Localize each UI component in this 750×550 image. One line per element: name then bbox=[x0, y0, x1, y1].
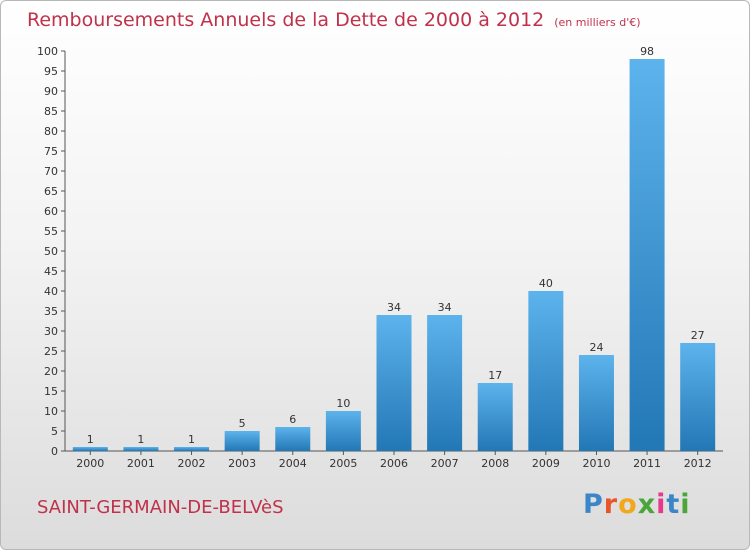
y-tick-label: 85 bbox=[44, 105, 58, 118]
proxiti-logo: Proxiti bbox=[583, 489, 691, 520]
chart-title: Remboursements Annuels de la Dette de 20… bbox=[27, 9, 641, 31]
x-tick-label: 2008 bbox=[481, 457, 509, 470]
bar-value-label: 98 bbox=[640, 45, 654, 58]
bar-2000 bbox=[72, 447, 108, 451]
bar-2002 bbox=[174, 447, 210, 451]
x-tick-label: 2009 bbox=[532, 457, 560, 470]
x-tick-label: 2002 bbox=[178, 457, 206, 470]
bar-value-label: 1 bbox=[188, 433, 195, 446]
y-tick-label: 95 bbox=[44, 65, 58, 78]
x-tick-label: 2004 bbox=[279, 457, 307, 470]
bar-2008 bbox=[477, 383, 513, 451]
bar-value-label: 5 bbox=[239, 417, 246, 430]
x-tick-label: 2001 bbox=[127, 457, 155, 470]
y-tick-label: 55 bbox=[44, 225, 58, 238]
y-tick-label: 60 bbox=[44, 205, 58, 218]
bar-value-label: 34 bbox=[438, 301, 452, 314]
y-tick-label: 5 bbox=[51, 425, 58, 438]
y-tick-label: 10 bbox=[44, 405, 58, 418]
bar-2004 bbox=[275, 427, 311, 451]
bar-value-label: 1 bbox=[87, 433, 94, 446]
bar-value-label: 40 bbox=[539, 277, 553, 290]
y-tick-label: 65 bbox=[44, 185, 58, 198]
x-tick-label: 2000 bbox=[76, 457, 104, 470]
y-tick-label: 40 bbox=[44, 285, 58, 298]
logo-letter: i bbox=[680, 489, 691, 520]
bar-value-label: 6 bbox=[289, 413, 296, 426]
bar-2009 bbox=[528, 291, 564, 451]
x-tick-label: 2012 bbox=[684, 457, 712, 470]
bar-2005 bbox=[325, 411, 361, 451]
x-tick-label: 2010 bbox=[582, 457, 610, 470]
bar-value-label: 34 bbox=[387, 301, 401, 314]
chart-title-unit: (en milliers d'€) bbox=[554, 16, 641, 29]
logo-letter: t bbox=[666, 489, 681, 520]
logo-letter: i bbox=[656, 489, 667, 520]
y-tick-label: 25 bbox=[44, 345, 58, 358]
y-tick-label: 20 bbox=[44, 365, 58, 378]
bar-2001 bbox=[123, 447, 159, 451]
bar-2010 bbox=[578, 355, 614, 451]
bar-value-label: 17 bbox=[488, 369, 502, 382]
y-tick-label: 30 bbox=[44, 325, 58, 338]
bar-2007 bbox=[427, 315, 463, 451]
y-tick-label: 75 bbox=[44, 145, 58, 158]
y-tick-label: 45 bbox=[44, 265, 58, 278]
bar-value-label: 24 bbox=[589, 341, 603, 354]
y-tick-label: 100 bbox=[37, 45, 58, 58]
place-name: SAINT-GERMAIN-DE-BELVèS bbox=[37, 497, 284, 518]
logo-letter: o bbox=[618, 489, 638, 520]
logo-letter: x bbox=[637, 489, 657, 520]
logo-letter: P bbox=[583, 489, 604, 520]
y-tick-label: 50 bbox=[44, 245, 58, 258]
bar-2003 bbox=[224, 431, 260, 451]
x-tick-label: 2003 bbox=[228, 457, 256, 470]
y-tick-label: 0 bbox=[51, 445, 58, 458]
bar-value-label: 27 bbox=[691, 329, 705, 342]
bar-value-label: 10 bbox=[336, 397, 350, 410]
y-tick-label: 70 bbox=[44, 165, 58, 178]
y-tick-label: 15 bbox=[44, 385, 58, 398]
y-tick-label: 80 bbox=[44, 125, 58, 138]
bar-value-label: 1 bbox=[137, 433, 144, 446]
x-tick-label: 2007 bbox=[431, 457, 459, 470]
bar-2011 bbox=[629, 59, 665, 451]
y-tick-label: 90 bbox=[44, 85, 58, 98]
x-tick-label: 2005 bbox=[329, 457, 357, 470]
logo-letter: r bbox=[603, 489, 619, 520]
x-tick-label: 2006 bbox=[380, 457, 408, 470]
bar-2012 bbox=[680, 343, 716, 451]
bar-2006 bbox=[376, 315, 412, 451]
y-tick-label: 35 bbox=[44, 305, 58, 318]
x-tick-label: 2011 bbox=[633, 457, 661, 470]
chart-title-text: Remboursements Annuels de la Dette de 20… bbox=[27, 9, 545, 31]
